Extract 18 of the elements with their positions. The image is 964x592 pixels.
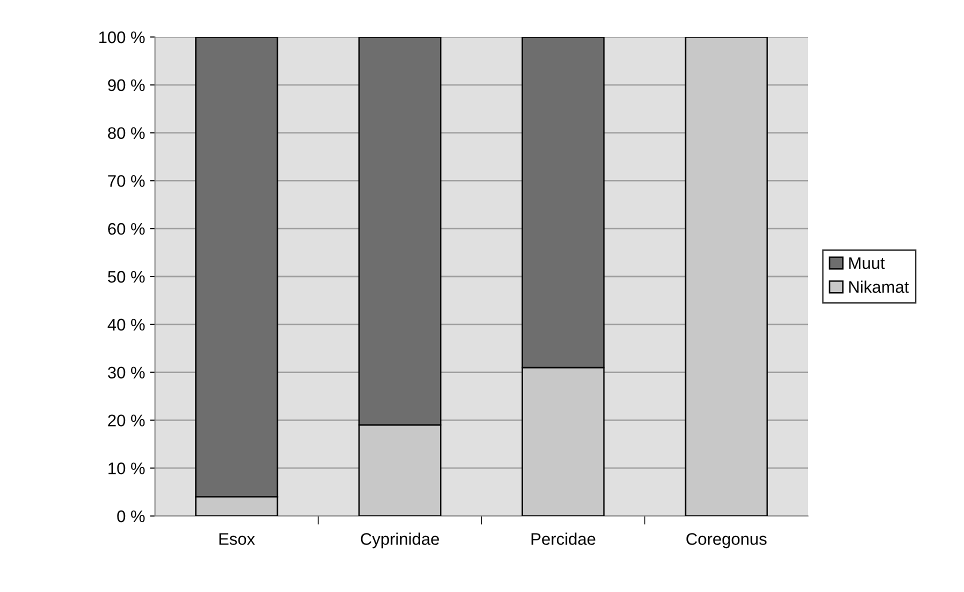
y-tick-label: 90 % bbox=[108, 79, 145, 92]
y-tick-label: 100 % bbox=[99, 31, 145, 44]
bar bbox=[684, 37, 768, 516]
y-tick-label: 0 % bbox=[117, 510, 145, 522]
legend-label: Nikamat bbox=[849, 280, 909, 293]
y-tick-label: 50 % bbox=[108, 270, 145, 283]
y-tick-label: 30 % bbox=[108, 366, 145, 379]
x-tick-label: Percidae bbox=[532, 532, 596, 545]
y-tick-label: 60 % bbox=[108, 223, 145, 235]
y-tick-label: 10 % bbox=[108, 462, 145, 474]
y-tick-label: 40 % bbox=[108, 318, 145, 331]
x-tick-label: Esox bbox=[219, 533, 255, 545]
legend-label: Muut bbox=[849, 257, 885, 270]
y-tick-label: 20 % bbox=[108, 414, 145, 426]
x-tick-label: Coregonus bbox=[686, 533, 767, 548]
y-tick-label: 70 % bbox=[108, 175, 145, 187]
x-tick-label: Cyprinidae bbox=[360, 532, 439, 548]
y-tick-label: 80 % bbox=[108, 127, 145, 140]
